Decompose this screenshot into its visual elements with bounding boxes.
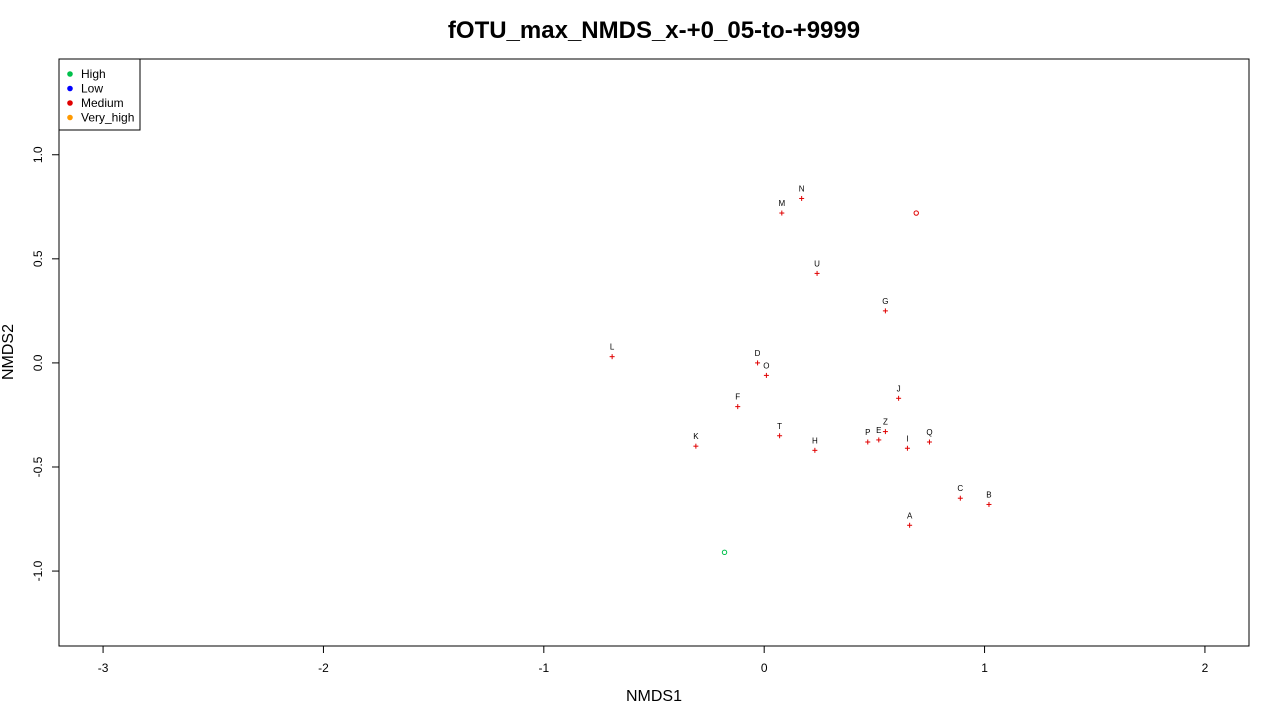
legend-swatch [67,100,73,106]
y-tick-label: -0.5 [31,456,45,477]
point-label: E [876,426,881,435]
point-label: G [882,297,888,306]
legend-swatch [67,85,73,92]
plus-marker [926,439,932,445]
plus-marker [957,495,963,501]
point-label: F [735,393,740,402]
plus-marker [876,437,882,443]
legend-label: High [81,67,106,81]
x-tick-label: -1 [538,661,549,675]
legend-swatch [67,114,73,121]
plus-marker [609,354,615,360]
y-tick-label: -1.0 [31,560,45,581]
point-label: J [897,384,901,393]
point-label: O [763,361,769,370]
plus-marker [693,443,699,449]
legend-label: Medium [81,96,124,110]
y-tick-label: 0.5 [31,250,45,267]
plot-area-frame [58,58,1250,647]
plus-marker [779,210,785,216]
point-label: M [778,199,785,208]
point-label: D [755,349,761,358]
plus-marker [986,501,992,507]
plus-marker [882,308,888,314]
point-label: T [777,422,782,431]
plus-marker [814,270,820,276]
legend-swatch [67,71,73,77]
legend-label: Low [81,82,103,96]
plus-marker [812,447,818,453]
point-label: Z [883,418,888,427]
point-label: C [957,484,963,493]
point-label: I [906,434,908,443]
y-tick-label: 1.0 [31,146,45,163]
circle-marker [913,210,919,216]
plus-marker [907,522,913,528]
plus-marker [896,395,902,401]
point-label: H [812,436,818,445]
plus-marker [904,445,910,451]
y-axis-label: NMDS2 [0,324,17,380]
plus-marker [799,195,805,201]
plus-marker [865,439,871,445]
plus-marker [777,433,783,439]
x-tick-label: 0 [761,661,768,675]
x-axis: -3 -2 -1 0 1 2 [98,645,1209,675]
point-label: B [986,490,991,499]
x-tick-label: 1 [981,661,988,675]
legend-label: Very_high [81,111,134,125]
plus-marker [882,429,888,435]
point-label: A [907,511,913,520]
circle-marker [721,549,728,556]
x-axis-label: NMDS1 [626,688,682,705]
plus-marker [755,360,761,366]
point-label: Q [926,428,932,437]
y-tick-label: 0.0 [31,354,45,371]
x-tick-label: 2 [1202,661,1209,675]
plus-marker [735,404,741,410]
point-label: L [610,343,615,352]
point-label: K [693,432,699,441]
y-axis: -1.0 -0.5 0.0 0.5 1.0 [31,146,60,581]
x-tick-label: -2 [318,661,329,675]
plus-marker [763,372,769,378]
chart-title: fOTU_max_NMDS_x-+0_05-to-+9999 [448,17,860,44]
data-points: A B C D E F G H I J K L M N O P Q T U Z [609,184,992,556]
point-label: P [865,428,870,437]
x-tick-label: -3 [98,661,109,675]
point-label: N [799,184,805,193]
point-label: U [814,259,820,268]
